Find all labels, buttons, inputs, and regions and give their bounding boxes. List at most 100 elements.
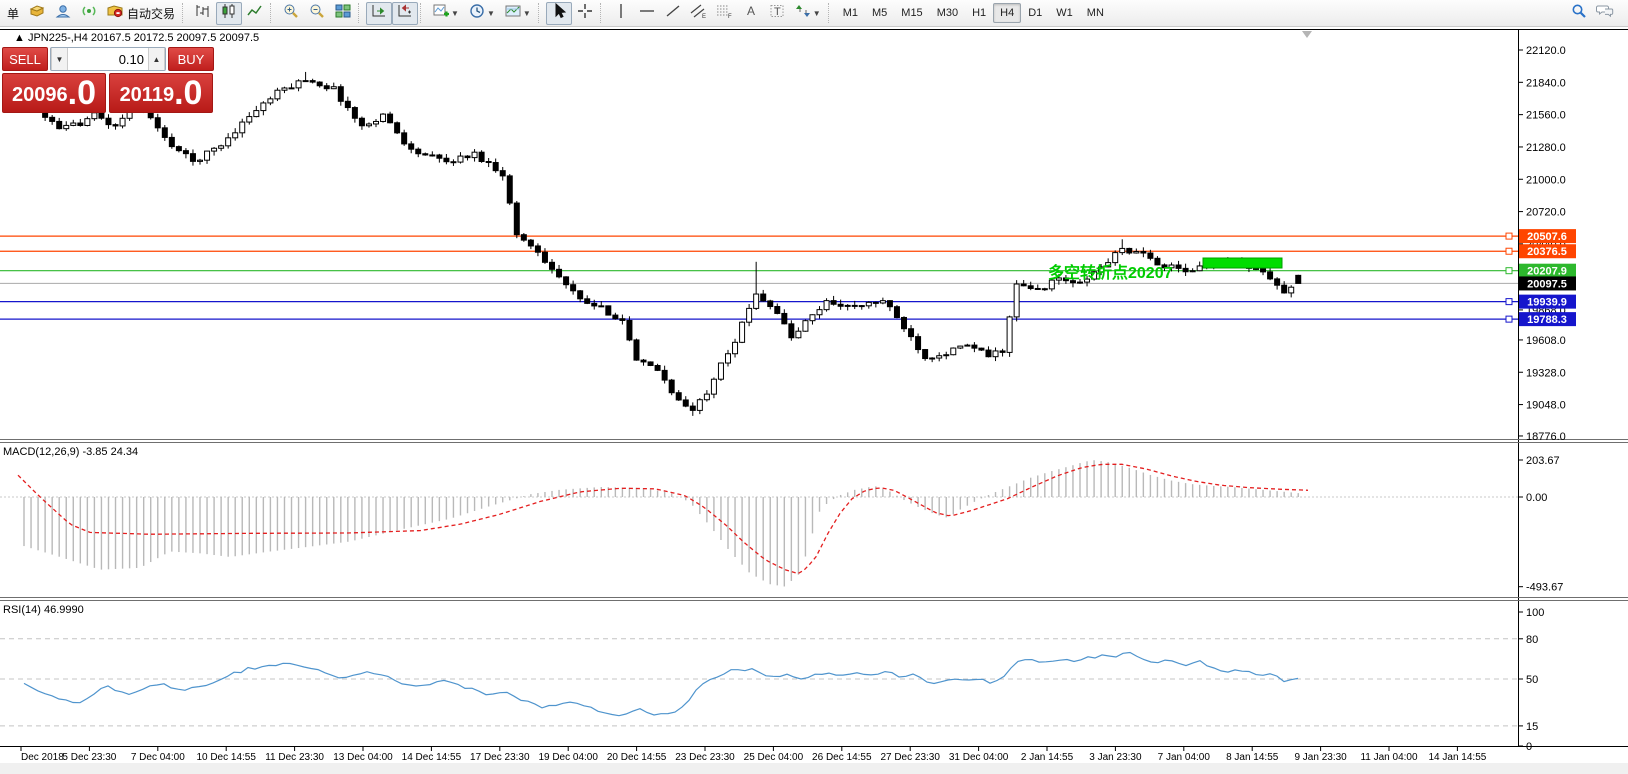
pane-separator[interactable] — [0, 597, 1628, 601]
tile-windows-button[interactable] — [330, 2, 356, 25]
cursor-button[interactable] — [545, 1, 572, 25]
text-button[interactable]: A — [738, 2, 764, 25]
dropdown-arrow-icon: ▼ — [812, 8, 821, 18]
search-button[interactable] — [1566, 2, 1592, 25]
time-tick-label[interactable]: 3 Jan 23:30 — [1089, 752, 1142, 763]
timeframe-d1[interactable]: D1 — [1028, 7, 1043, 19]
time-tick-label[interactable]: 11 Dec 23:30 — [265, 752, 324, 763]
macd-layer — [0, 460, 1518, 587]
time-tick-label[interactable]: 9 Jan 23:30 — [1294, 752, 1347, 763]
zoom-in-button[interactable] — [278, 2, 304, 25]
time-tick-label[interactable]: 7 Dec 04:00 — [131, 752, 185, 763]
candle-body — [879, 300, 886, 304]
buy-price-block[interactable]: 20119 .0 — [109, 73, 213, 113]
candle-body — [77, 122, 84, 126]
candle-chart-icon — [221, 3, 237, 24]
pane-separator[interactable] — [0, 439, 1628, 443]
timeframe-m30[interactable]: M30 — [936, 7, 959, 19]
fibonacci-button[interactable]: F — [712, 2, 738, 25]
time-tick-label[interactable]: 14 Jan 14:55 — [1428, 752, 1486, 763]
zoom-in-icon — [283, 3, 299, 24]
volume-increase-button[interactable]: ▲ — [148, 48, 165, 70]
trendline-button[interactable] — [660, 2, 686, 25]
text-label-button[interactable]: T — [764, 2, 790, 25]
level-line-handle[interactable] — [1505, 298, 1513, 306]
timeframe-m5[interactable]: M5 — [872, 7, 888, 19]
time-tick-label[interactable]: 20 Dec 14:55 — [607, 752, 667, 763]
time-tick-label[interactable]: 23 Dec 23:30 — [675, 752, 735, 763]
level-line-handle[interactable] — [1505, 232, 1513, 240]
timeframe-m15[interactable]: M15 — [901, 7, 923, 19]
svg-text:A: A — [747, 4, 755, 18]
time-tick-label[interactable]: Dec 2018 — [21, 752, 64, 763]
sell-price-block[interactable]: 20096 .0 — [2, 73, 106, 113]
indicators-button[interactable]: ▼ — [428, 2, 464, 25]
time-tick-label[interactable]: 17 Dec 23:30 — [470, 752, 530, 763]
volume-input[interactable] — [68, 48, 148, 70]
timeframe-mn[interactable]: MN — [1086, 7, 1104, 19]
chat-button[interactable] — [1592, 2, 1618, 25]
time-tick-label[interactable]: 27 Dec 23:30 — [880, 752, 940, 763]
zoom-out-button[interactable] — [304, 2, 330, 25]
timeframe-h1[interactable]: H1 — [972, 7, 987, 19]
sell-button[interactable]: SELL — [2, 47, 48, 71]
line-chart-button[interactable] — [242, 2, 268, 25]
highlight-rectangle[interactable] — [1202, 257, 1283, 269]
candle-body — [964, 344, 971, 347]
crosshair-button[interactable] — [572, 2, 598, 25]
arrows-button[interactable]: ▼ — [790, 2, 826, 25]
new-order-button[interactable]: 单 — [2, 2, 24, 25]
time-tick-label[interactable]: 7 Jan 04:00 — [1158, 752, 1211, 763]
autotrade-button[interactable]: 自动交易 — [102, 2, 180, 25]
buy-button[interactable]: BUY — [168, 47, 214, 71]
candle-body — [682, 399, 689, 407]
time-tick-label[interactable]: 10 Dec 14:55 — [196, 752, 256, 763]
level-price-label — [1519, 312, 1576, 327]
chart-shift-marker[interactable] — [1302, 31, 1312, 38]
time-tick-label[interactable]: 13 Dec 04:00 — [333, 752, 393, 763]
time-tick-label[interactable]: 14 Dec 14:55 — [402, 752, 462, 763]
time-tick-label[interactable]: 19 Dec 04:00 — [538, 752, 598, 763]
level-line-handle[interactable] — [1505, 315, 1513, 323]
time-tick-label[interactable]: 2 Jan 14:55 — [1021, 752, 1074, 763]
time-tick-label[interactable]: 8 Jan 14:55 — [1226, 752, 1279, 763]
autotrade-icon — [107, 3, 124, 24]
candle-chart-button[interactable] — [216, 1, 243, 25]
autoscroll-button[interactable] — [366, 1, 393, 25]
candle-body — [373, 120, 379, 125]
time-tick-label[interactable]: 31 Dec 04:00 — [949, 752, 1009, 763]
candle-body — [218, 145, 225, 149]
candle-body — [443, 157, 450, 163]
candle-body — [739, 321, 746, 343]
signals-button[interactable] — [76, 2, 102, 25]
timeframe-m1[interactable]: M1 — [842, 7, 858, 19]
vertical-line-button[interactable] — [608, 2, 634, 25]
time-tick-label[interactable]: 5 Dec 23:30 — [62, 752, 116, 763]
candle-body — [1077, 281, 1083, 284]
zoom-out-icon — [309, 3, 325, 24]
periods-button[interactable]: ▼ — [464, 2, 500, 25]
bottom-strip — [0, 763, 1628, 774]
history-center-button[interactable] — [24, 2, 50, 25]
timeframe-h4[interactable]: H4 — [993, 3, 1022, 23]
candle-body — [788, 323, 795, 339]
timeframe-w1[interactable]: W1 — [1056, 7, 1073, 19]
horizontal-line-button[interactable] — [634, 2, 660, 25]
chart-shift-button[interactable] — [392, 1, 419, 25]
candle-body — [105, 117, 112, 126]
community-button[interactable] — [50, 2, 76, 25]
candle-body — [457, 155, 464, 163]
templates-button[interactable]: ▼ — [500, 2, 536, 25]
time-tick-label[interactable]: 25 Dec 04:00 — [744, 752, 804, 763]
level-line-handle[interactable] — [1505, 247, 1513, 255]
time-tick-label[interactable]: 11 Jan 04:00 — [1360, 752, 1418, 763]
text-a-icon: A — [743, 3, 759, 24]
level-line-handle[interactable] — [1505, 267, 1513, 275]
time-tick-label[interactable]: 26 Dec 14:55 — [812, 752, 872, 763]
equidistant-channel-button[interactable]: E — [686, 2, 712, 25]
bar-chart-button[interactable] — [190, 2, 216, 25]
candle-body — [612, 314, 619, 320]
chart-annotation-text[interactable]: 多空转折点20207 — [1048, 263, 1173, 282]
volume-decrease-button[interactable]: ▼ — [51, 48, 68, 70]
